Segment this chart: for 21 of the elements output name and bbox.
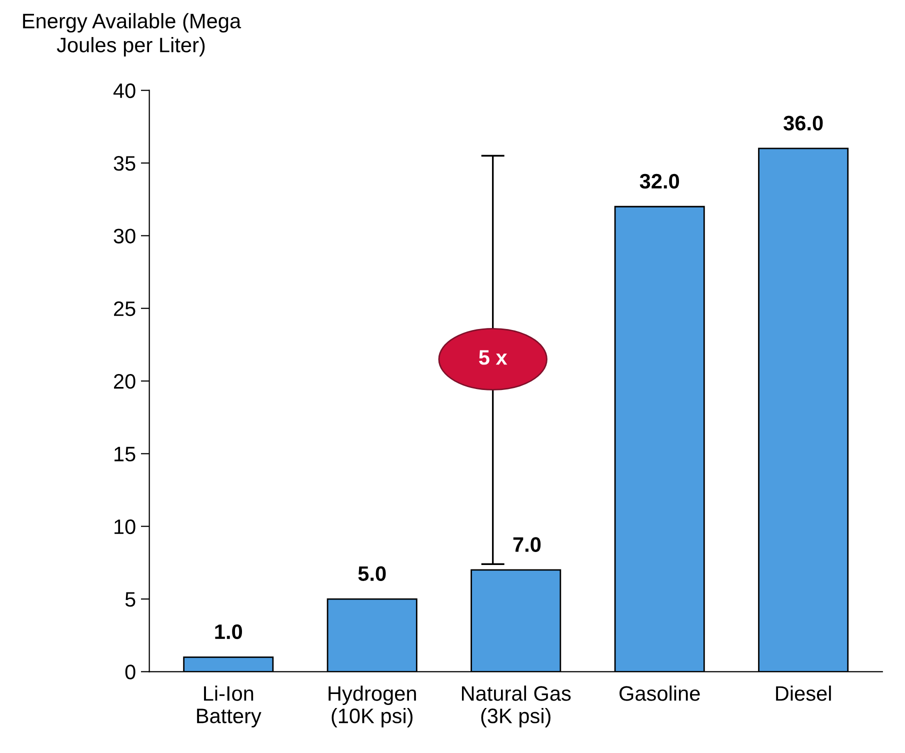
y-tick-label: 15 [114,446,136,462]
y-tick-label: 30 [114,228,136,244]
x-tick-label: Li-Ion Battery [197,686,262,728]
x-tick-label: Diesel [776,686,831,701]
y-tick-label: 25 [114,301,136,316]
y-tick-label: 0 [125,664,136,680]
x-tick-label: Natural Gas (3K psi) [462,686,571,728]
y-axis-title: Energy Available (Mega Joules per Liter) [23,13,242,56]
y-tick-label: 40 [113,83,136,98]
data-label: 1.0 [215,624,242,640]
data-label: 32.0 [640,174,680,189]
x-tick-label: Hydrogen (10K psi) [328,686,416,728]
data-label: 36.0 [784,116,823,131]
data-label: 5.0 [358,566,386,582]
y-tick-label: 35 [114,156,136,171]
annotation: 5 x [479,350,508,365]
y-tick-label: 5 [125,592,136,607]
x-tick-label: Gasoline [620,686,700,701]
data-label: 7.0 [513,537,541,552]
y-tick-label: 10 [114,519,136,534]
y-tick-label: 20 [114,374,136,389]
